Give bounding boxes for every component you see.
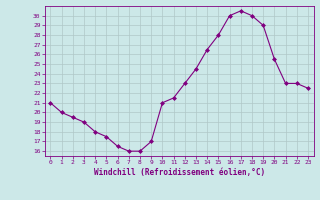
X-axis label: Windchill (Refroidissement éolien,°C): Windchill (Refroidissement éolien,°C) [94, 168, 265, 177]
